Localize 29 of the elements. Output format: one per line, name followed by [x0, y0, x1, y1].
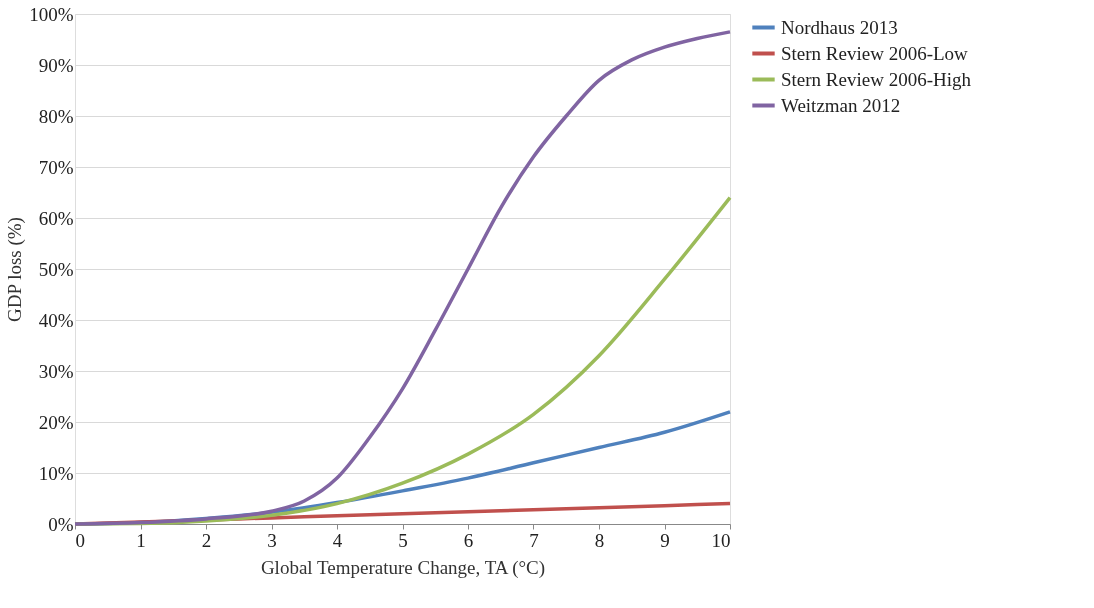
x-axis-title: Global Temperature Change, TA (°C) — [260, 556, 546, 579]
x-tick-label: 5 — [398, 529, 408, 551]
legend-label: Weitzman 2012 — [781, 94, 901, 116]
x-tick-label: 1 — [136, 529, 146, 551]
x-tick-label: 3 — [267, 529, 277, 551]
legend-label: Stern Review 2006-Low — [781, 42, 969, 64]
x-tick-label: 2 — [201, 529, 212, 551]
y-axis-title: GDP loss (%) — [4, 217, 27, 322]
x-tick-label: 10 — [711, 529, 731, 551]
x-tick-label: 9 — [660, 529, 670, 551]
x-tick-label: 8 — [594, 529, 605, 551]
y-tick-label: 30% — [38, 360, 74, 382]
y-tick-label: 90% — [38, 54, 74, 76]
y-tick-label: 60% — [38, 207, 74, 229]
y-tick-label: 0% — [48, 513, 74, 535]
y-tick-label: 100% — [29, 3, 74, 25]
y-tick-label: 50% — [38, 258, 74, 280]
y-tick-label: 40% — [38, 309, 74, 331]
y-tick-label: 20% — [38, 411, 74, 433]
x-tick-label: 6 — [463, 529, 474, 551]
legend-label: Nordhaus 2013 — [781, 16, 898, 38]
y-tick-label: 80% — [38, 105, 74, 127]
x-tick-label: 7 — [529, 529, 539, 551]
y-tick-label: 70% — [38, 156, 74, 178]
x-tick-label: 0 — [75, 529, 85, 551]
legend-label: Stern Review 2006-High — [781, 68, 972, 90]
y-tick-label: 10% — [38, 462, 74, 484]
x-tick-label: 4 — [332, 529, 343, 551]
line-series — [73, 30, 732, 526]
